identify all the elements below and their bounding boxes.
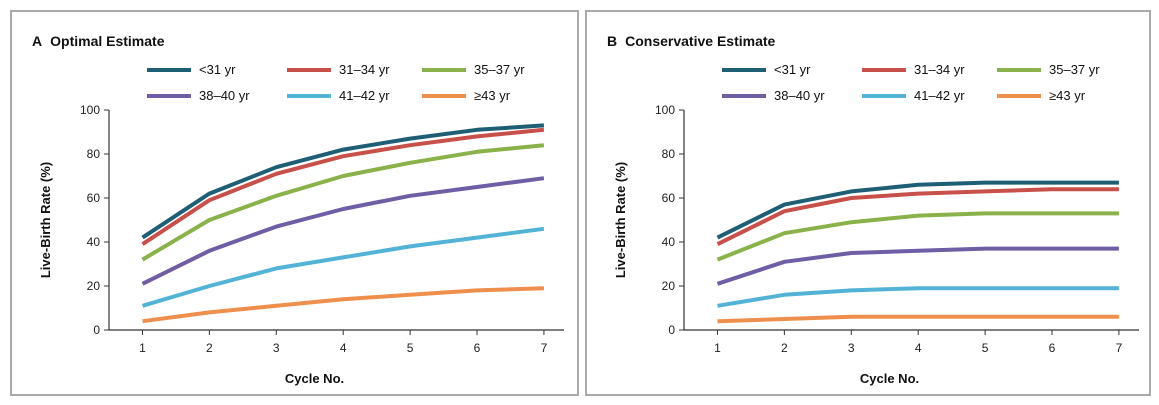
legend-label: 31–34 yr	[914, 62, 965, 77]
y-tick-label: 0	[668, 323, 675, 337]
series-line-38-40-yr	[716, 246, 1119, 286]
x-tick-label: 6	[474, 341, 481, 355]
legend-label: 31–34 yr	[339, 62, 390, 77]
y-tick-label: 100	[80, 103, 100, 117]
x-axis-title: Cycle No.	[860, 371, 919, 386]
legend-label: 35–37 yr	[1049, 62, 1100, 77]
x-tick-label: 5	[982, 341, 989, 355]
series-line-31-yr	[716, 180, 1119, 240]
conservative-estimate-chart: 0 20 40 60 80 100 1 2 3 4 5 6 7 Cycle No. Live-Birth R…	[613, 62, 1139, 386]
y-tick-label: 80	[87, 147, 101, 161]
series-line-31-34-yr	[141, 127, 545, 246]
series-line-31-34-yr	[716, 187, 1119, 246]
panel-title: A Optimal Estimate	[32, 33, 165, 49]
optimal-estimate-chart: 0 20 40 60 80 100 1 2 3 4 5 6 7 Cycle No. Live-Birth R…	[38, 62, 564, 386]
x-tick-label: 4	[915, 341, 922, 355]
x-tick-label: 1	[714, 341, 721, 355]
x-tick-label: 7	[1116, 341, 1123, 355]
panel-optimal-estimate: A Optimal Estimate 0 20 40 60 80 100 1 2 3 4 5 6 7 Cyc…	[10, 10, 579, 396]
x-tick-label: 3	[848, 341, 855, 355]
y-tick-label: 100	[655, 103, 675, 117]
panel-conservative-estimate: B Conservative Estimate 0 20 40 60 80 100 1 2 3 4 5…	[585, 10, 1151, 396]
x-tick-label: 7	[541, 341, 548, 355]
series-line-38-40-yr	[141, 176, 545, 286]
x-tick-label: 6	[1049, 341, 1056, 355]
series-line-35-37-yr	[716, 211, 1119, 262]
x-tick-label: 2	[781, 341, 788, 355]
series-line-43-yr	[142, 286, 544, 324]
legend-label: 38–40 yr	[774, 88, 825, 103]
y-tick-label: 40	[662, 235, 676, 249]
y-tick-label: 60	[662, 191, 676, 205]
chart-title: Optimal Estimate	[50, 33, 165, 49]
series-line-31-yr	[141, 123, 545, 240]
y-tick-label: 60	[87, 191, 101, 205]
series-line-41-42-yr	[717, 286, 1119, 308]
legend-label: 41–42 yr	[339, 88, 390, 103]
legend-label: ≥43 yr	[474, 88, 511, 103]
y-tick-label: 80	[662, 147, 676, 161]
legend-label: 38–40 yr	[199, 88, 250, 103]
legend-label: <31 yr	[199, 62, 236, 77]
series-line-41-42-yr	[141, 226, 545, 308]
series-line-35-37-yr	[141, 143, 545, 262]
chart-title: Conservative Estimate	[625, 33, 776, 49]
y-tick-label: 40	[87, 235, 101, 249]
x-axis-title: Cycle No.	[285, 371, 344, 386]
panel-title: B Conservative Estimate	[607, 33, 775, 49]
series-line-43-yr	[717, 314, 1119, 324]
x-tick-label: 2	[206, 341, 213, 355]
x-tick-label: 4	[340, 341, 347, 355]
legend-label: 41–42 yr	[914, 88, 965, 103]
legend-label: ≥43 yr	[1049, 88, 1086, 103]
panel-letter: A	[32, 33, 43, 49]
x-tick-label: 1	[139, 341, 146, 355]
panel-letter: B	[607, 33, 618, 49]
y-axis-title: Live-Birth Rate (%)	[38, 162, 53, 278]
y-tick-label: 20	[662, 279, 676, 293]
y-tick-label: 20	[87, 279, 101, 293]
y-tick-label: 0	[93, 323, 100, 337]
legend-label: 35–37 yr	[474, 62, 525, 77]
x-tick-label: 3	[273, 341, 280, 355]
legend-label: <31 yr	[774, 62, 811, 77]
x-tick-label: 5	[407, 341, 414, 355]
y-axis-title: Live-Birth Rate (%)	[613, 162, 628, 278]
